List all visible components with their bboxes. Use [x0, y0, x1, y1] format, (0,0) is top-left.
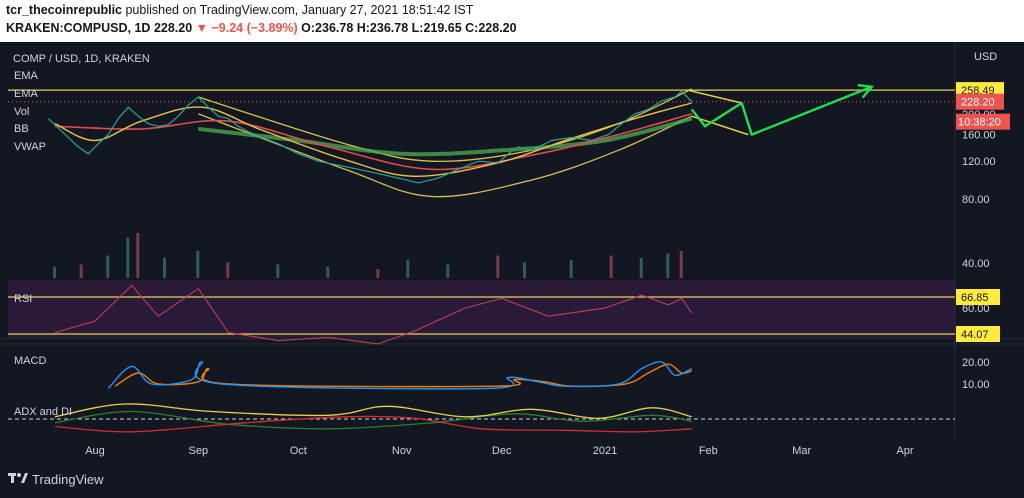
- price-line: [47, 90, 693, 184]
- macd-axis-tick: 20.00: [962, 357, 990, 369]
- adx-label[interactable]: ADX and DI: [14, 406, 72, 418]
- time-axis-tick: Mar: [792, 445, 811, 457]
- price-change: ▼ −9.24 (−3.89%): [195, 21, 298, 35]
- macd-signal-line: [114, 363, 692, 388]
- macd-line: [107, 361, 692, 390]
- ema-slow-line: [54, 113, 692, 171]
- rsi-level-badge: [956, 289, 1000, 305]
- adx-pane: [8, 403, 955, 433]
- macd-pane: [107, 361, 692, 390]
- current-price: 228.20: [153, 21, 193, 35]
- indicator-vol[interactable]: Vol: [14, 106, 29, 118]
- chart-background: [0, 42, 1024, 460]
- volume-bar: [106, 255, 110, 278]
- rsi-background: [8, 280, 955, 338]
- publish-info: tcr_thecoinrepublic published on Trading…: [6, 3, 473, 17]
- volume-bar: [609, 255, 613, 278]
- price-axis-tick: 160.00: [962, 130, 996, 142]
- trend-drawings[interactable]: [8, 83, 955, 136]
- volume-bar: [196, 251, 200, 278]
- axes: USD40.0080.00120.00160.00200.00240.00258…: [85, 51, 1010, 457]
- symbol-label: KRAKEN:COMPUSD, 1D: [6, 21, 151, 35]
- time-axis-tick: Feb: [699, 445, 718, 457]
- countdown-badge: [956, 113, 1010, 130]
- adx-line: [54, 403, 692, 419]
- time-axis-tick: Sep: [189, 445, 209, 457]
- volume-bar: [226, 262, 230, 278]
- indicator-bb[interactable]: BB: [14, 123, 29, 135]
- rsi-pane: [8, 284, 955, 345]
- legend: COMP / USD, 1D, KRAKEN EMA EMA Vol BB VW…: [13, 53, 150, 418]
- volume-bar: [679, 251, 683, 278]
- flag-lower-line[interactable]: [691, 115, 749, 136]
- volume-bars: [53, 233, 683, 279]
- volume-bar: [126, 237, 130, 278]
- publish-date: published on TradingView.com, January 27…: [122, 3, 474, 17]
- di-minus-line: [54, 415, 692, 433]
- time-axis-tick: Nov: [392, 445, 412, 457]
- volume-bar: [569, 260, 573, 278]
- volume-bar: [136, 233, 140, 278]
- rsi-level-label: 44.07: [961, 329, 989, 341]
- indicator-vwap[interactable]: VWAP: [14, 141, 46, 153]
- time-axis-tick: Apr: [896, 445, 913, 457]
- volume-bar: [639, 257, 643, 279]
- price-series: [8, 90, 955, 184]
- volume-bar: [276, 264, 280, 278]
- chart-header: tcr_thecoinrepublic published on Trading…: [0, 0, 1024, 42]
- volume-bar: [666, 253, 670, 279]
- rsi-label[interactable]: RSI: [14, 293, 32, 305]
- volume-bar: [496, 255, 500, 278]
- macd-axis-tick: 10.00: [962, 379, 990, 391]
- volume-bar: [446, 264, 450, 278]
- countdown-label: 10:38:20: [958, 117, 1001, 129]
- last-price-label: 228.20: [961, 97, 995, 109]
- time-axis-tick: Aug: [85, 445, 105, 457]
- tradingview-brand[interactable]: TradingView: [32, 472, 104, 487]
- pair-title: COMP / USD, 1D, KRAKEN: [13, 53, 150, 65]
- di-plus-line: [54, 410, 692, 430]
- volume-bar: [376, 269, 380, 278]
- last-price-badge: [956, 93, 1004, 110]
- time-axis-tick: 2021: [593, 445, 617, 457]
- flag-upper-line[interactable]: [688, 89, 742, 104]
- indicator-ema-2[interactable]: EMA: [14, 88, 39, 100]
- macd-label[interactable]: MACD: [14, 355, 46, 367]
- volume-bar: [326, 266, 330, 279]
- projection-arrow[interactable]: [690, 85, 873, 136]
- rsi-axis-tick: 60.00: [962, 303, 990, 315]
- price-axis-tick: 80.00: [962, 194, 990, 206]
- price-axis-tick: 40.00: [962, 258, 990, 270]
- cup-channel-lower[interactable]: [198, 113, 692, 198]
- volume-bar: [53, 266, 56, 279]
- chart-area[interactable]: USD40.0080.00120.00160.00200.00240.00258…: [0, 42, 1024, 460]
- publisher-name[interactable]: tcr_thecoinrepublic: [6, 3, 122, 17]
- time-axis-tick: Oct: [290, 445, 307, 457]
- volume-bar: [523, 262, 526, 278]
- rsi-level-label: 66.85: [961, 292, 989, 304]
- tradingview-logo-icon: [8, 473, 28, 483]
- rsi-line: [54, 284, 693, 345]
- volume-bar: [163, 257, 166, 279]
- rsi-level-badge: [956, 326, 1000, 342]
- ema-fast-line: [54, 102, 692, 178]
- volume-bar: [406, 260, 410, 278]
- price-axis-currency[interactable]: USD: [974, 51, 997, 63]
- projection-arrowhead[interactable]: [857, 83, 875, 99]
- volume-bar: [79, 264, 83, 278]
- symbol-info: KRAKEN:COMPUSD, 1D 228.20 ▼ −9.24 (−3.89…: [6, 21, 517, 35]
- time-axis-tick: Dec: [492, 445, 512, 457]
- indicator-ema-1[interactable]: EMA: [14, 70, 39, 82]
- footer: TradingView: [0, 460, 1024, 498]
- price-axis-tick: 120.00: [962, 156, 996, 168]
- ohlc-values: O:236.78 H:236.78 L:219.65 C:228.20: [301, 21, 517, 35]
